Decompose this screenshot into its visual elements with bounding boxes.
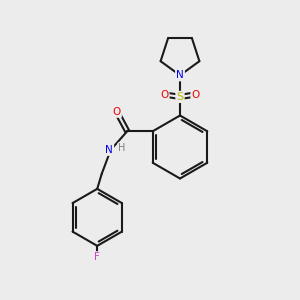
Text: O: O	[160, 89, 169, 100]
Text: O: O	[112, 107, 121, 117]
Text: N: N	[176, 70, 184, 80]
Text: S: S	[176, 92, 184, 102]
Text: O: O	[191, 89, 200, 100]
Text: H: H	[118, 143, 126, 153]
Text: N: N	[105, 145, 113, 155]
Text: F: F	[94, 252, 100, 262]
